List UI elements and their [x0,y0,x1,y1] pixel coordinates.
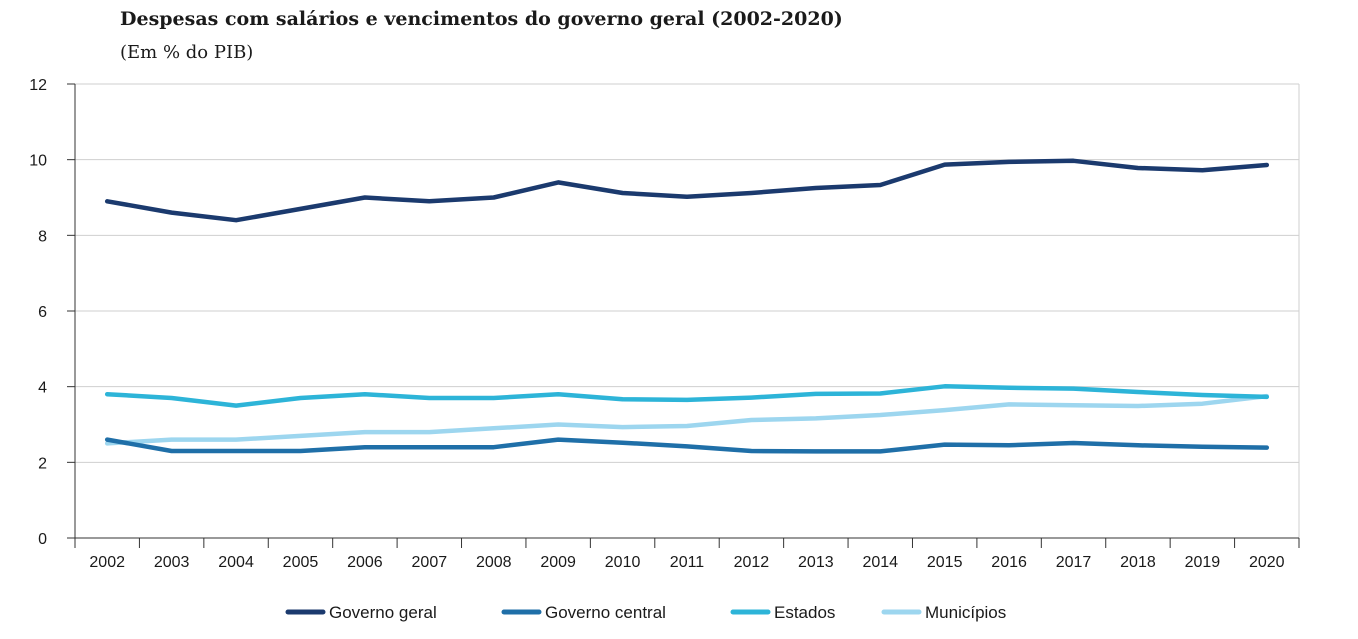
y-tick-label: 0 [38,531,47,548]
x-tick-label: 2017 [1056,554,1092,571]
x-tick-label: 2013 [798,554,834,571]
x-tick-label: 2014 [862,554,898,571]
series-lines [104,158,1270,454]
y-tick-label: 2 [38,455,47,472]
x-tick-label: 2019 [1185,554,1221,571]
series-line-0 [104,158,1270,223]
x-tick-label: 2010 [605,554,641,571]
grid-lines [75,83,1300,538]
y-tick-label: 4 [38,380,47,397]
x-tick-label: 2005 [283,554,319,571]
legend-label: Municípios [925,603,1006,622]
x-tick-label: 2004 [218,554,254,571]
x-tick-label: 2009 [540,554,576,571]
series-line-2 [104,384,1270,408]
x-tick-label: 2016 [991,554,1027,571]
y-tick-label: 12 [29,77,47,94]
x-tick-label: 2002 [89,554,125,571]
series-line-1 [104,437,1270,454]
x-tick-label: 2012 [734,554,770,571]
x-tick-label: 2018 [1120,554,1156,571]
y-tick-label: 8 [38,228,47,245]
x-tick-label: 2015 [927,554,963,571]
x-tick-labels: 2002 2003 2004 2005 2006 2007 2008 2009 2010 2011… [89,554,1284,571]
chart-subtitle: (Em % do PIB) [120,42,254,63]
x-tick-label: 2011 [670,554,705,571]
x-tick-label: 2006 [347,554,383,571]
series-line-3 [104,393,1270,446]
y-tick-label: 6 [38,304,47,321]
y-tick-labels: 0 2 4 6 8 10 12 [29,77,47,548]
axes [67,83,1300,548]
x-tick-label: 2008 [476,554,512,571]
chart-title: Despesas com salários e vencimentos do g… [120,8,843,30]
legend: Governo geral Governo central Estados Munic… [285,603,1006,622]
y-tick-label: 10 [29,153,47,170]
legend-label: Governo central [545,603,666,622]
x-tick-label: 2020 [1249,554,1285,571]
legend-label: Governo geral [329,603,437,622]
legend-label: Estados [774,603,835,622]
x-tick-label: 2007 [412,554,448,571]
x-tick-label: 2003 [154,554,190,571]
